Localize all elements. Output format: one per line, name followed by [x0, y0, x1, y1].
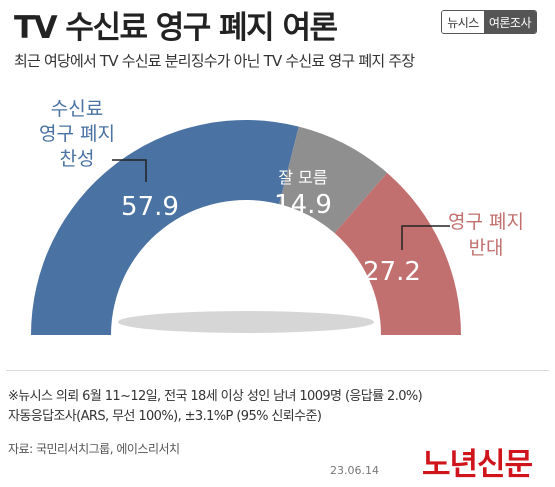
- category-label-1-line-1: 수신료: [51, 98, 103, 120]
- leader-line-3: [401, 225, 450, 250]
- donut-slice-3: [334, 172, 461, 335]
- category-label-3-line-1: 영구 폐지: [448, 211, 524, 233]
- value-label-2: 14.9: [274, 190, 332, 220]
- divider: [6, 370, 549, 371]
- donut-slices: [31, 119, 461, 335]
- badge-label: 여론조사: [483, 11, 536, 33]
- chart-title: TV 수신료 영구 폐지 여론: [14, 10, 338, 46]
- badge-brand: 뉴시스: [442, 11, 484, 33]
- value-label-3: 27.2: [363, 257, 421, 287]
- survey-note-1: ※뉴시스 의뢰 6월 11~12일, 전국 18세 이상 성인 남녀 1009명…: [8, 389, 423, 404]
- donut-slice-2: [279, 126, 388, 234]
- category-label-1-line-2: 영구 폐지: [39, 123, 115, 145]
- donut-slice-1: [31, 119, 299, 335]
- newsis-poll-badge: 뉴시스 여론조사: [441, 10, 537, 34]
- data-source: 자료: 국민리서치그룹, 에이스리서치: [8, 442, 180, 456]
- leader-line-1: [112, 159, 147, 182]
- survey-note-2: 자동응답조사(ARS, 무선 100%), ±3.1%P (95% 신뢰수준): [8, 409, 322, 424]
- publish-date: 23.06.14: [330, 464, 379, 477]
- chart-subtitle: 최근 여당에서 TV 수신료 분리징수가 아닌 TV 수신료 영구 폐지 주장: [14, 52, 415, 70]
- category-label-3-line-2: 반대: [469, 237, 504, 259]
- publisher-logo: 노년신문: [407, 446, 547, 484]
- category-label-2: 잘 모름: [278, 168, 327, 187]
- value-label-1: 57.9: [121, 192, 179, 222]
- category-label-1-line-3: 찬성: [60, 148, 95, 170]
- donut-base-shadow: [118, 311, 374, 333]
